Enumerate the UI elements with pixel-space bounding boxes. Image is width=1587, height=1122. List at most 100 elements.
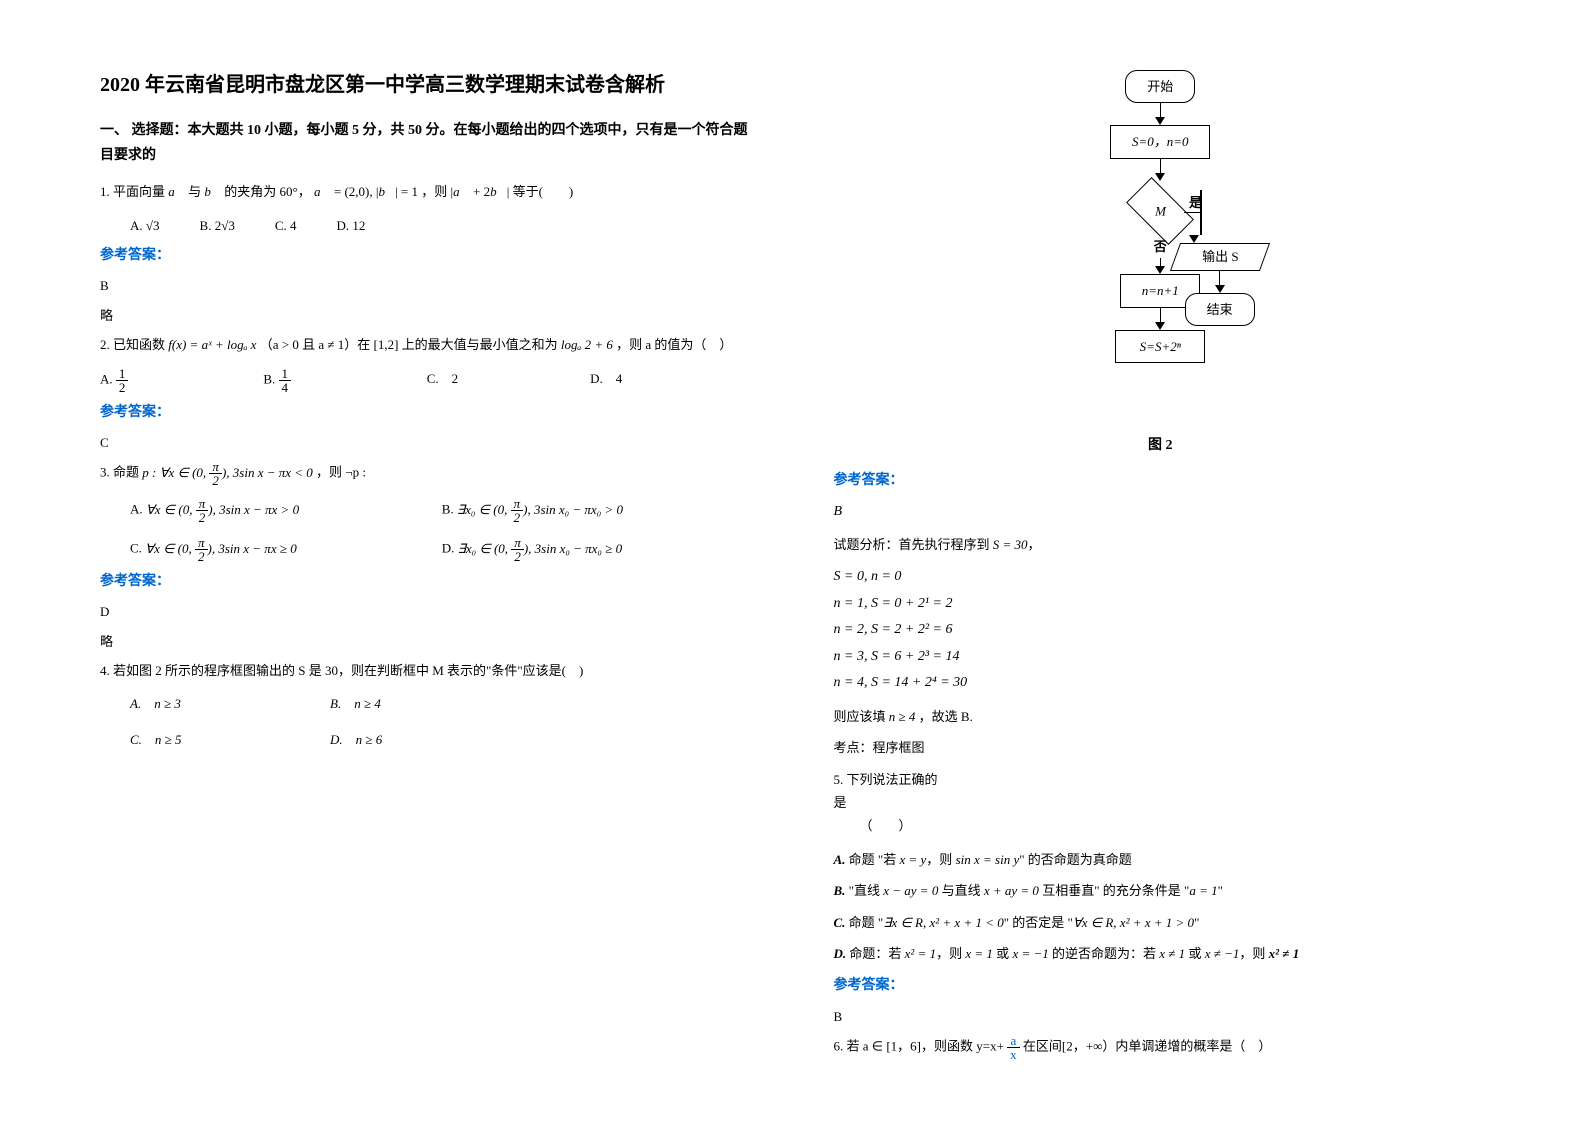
q4-answer: B [834,499,1488,524]
q1-given: a⃗ = (2,0), |b⃗| = 1 [314,184,418,199]
q2-optA-den: 2 [116,381,129,394]
q4-optC: C. n ≥ 5 [130,728,330,751]
q2-optC: C. 2 [427,367,590,394]
q5-optB: B. "直线 x − ay = 0 与直线 x + ay = 0 互相垂直" 的… [834,879,1488,902]
q6-text-post: 在区间[2，+∞）内单调递增的概率是（ ） [1023,1038,1271,1053]
flow-cond-text: M [1155,199,1166,222]
flowchart-caption: 图 2 [1040,433,1280,458]
q3-answer-note: 略 [100,630,754,653]
q1: 1. 平面向量 a⃗ 与 b⃗ 的夹角为 60°， a⃗ = (2,0), |b… [100,180,754,203]
q1-optA: A. √3 [130,214,160,237]
flow-step1-text: n=n+1 [1142,283,1179,298]
q4-target: S = 30 [993,537,1028,552]
q1-vec-a: a⃗ [168,184,185,199]
q3-prop: p : ∀x ∈ (0, π2), 3sin x − πx < 0 [142,465,313,480]
q1-optB: B. 2√3 [200,214,235,237]
q4-line1: n = 1, S = 0 + 2¹ = 2 [834,591,1488,618]
q3-text-pre: 3. 命题 [100,465,142,480]
q3-optC: C. ∀x ∈ (0, π2), 3sin x − πx ≥ 0 [130,536,442,563]
q2-text-mid2: 上的最大值与最小值之和为 [402,337,558,352]
q6-text-pre: 6. 若 a ∈ [1，6]，则函数 y=x+ [834,1038,1004,1053]
flow-end: 结束 [1185,293,1255,326]
q4-line0: S = 0, n = 0 [834,564,1488,591]
q5: 5. 下列说法正确的是 （ ） [834,768,1488,838]
flow-start: 开始 [1125,70,1195,103]
q2-optB-num: 1 [279,367,292,381]
q3-optD: D. ∃x₀ ∈ (0, π2), 3sin x₀ − πx₀ ≥ 0 [442,536,754,563]
q4-optA: A. n ≥ 3 [130,692,330,715]
q1-text-mid: 的夹角为 60°， [224,184,310,199]
q4-analysis-pre: 试题分析：首先执行程序到 [834,537,993,552]
q1-text-end: 等于( ) [513,184,574,199]
q1-text-post: ，则 [421,184,447,199]
q3-optB-lbl: B. [442,502,454,517]
q1-text-pre: 1. 平面向量 [100,184,168,199]
q5-answer: B [834,1005,1488,1028]
q5-optC: C. 命题 "∃x ∈ R, x² + x + 1 < 0" 的否定是 "∀x … [834,911,1488,934]
q4-optD: D. n ≥ 6 [330,728,530,751]
q2-optB-den: 4 [279,381,292,394]
flow-step2: S=S+2ⁿ [1115,330,1205,363]
q1-options: A. √3 B. 2√3 C. 4 D. 12 [130,214,754,237]
q6: 6. 若 a ∈ [1，6]，则函数 y=x+ ax 在区间[2，+∞）内单调递… [834,1034,1488,1061]
q4-line2: n = 2, S = 2 + 2² = 6 [834,617,1488,644]
flow-init-text: S=0，n=0 [1132,134,1189,149]
left-column: 2020 年云南省昆明市盘龙区第一中学高三数学理期末试卷含解析 一、 选择题：本… [100,70,774,1102]
q4-answer-label: 参考答案： [834,468,1488,493]
q5-optD: D. 命题：若 x² = 1，则 x = 1 或 x = −1 的逆否命题为：若… [834,942,1488,965]
q2-options: A. 12 B. 14 C. 2 D. 4 [100,367,754,394]
q3: 3. 命题 p : ∀x ∈ (0, π2), 3sin x − πx < 0 … [100,460,754,487]
q4-line4: n = 4, S = 14 + 2⁴ = 30 [834,670,1488,697]
q4-analysis: 试题分析：首先执行程序到 S = 30， [834,533,1488,556]
flow-output: 输出 S [1170,243,1270,271]
q2-answer-label: 参考答案： [100,400,754,425]
q2-optA-lbl: A. [100,371,113,386]
section-header: 一、 选择题：本大题共 10 小题，每小题 5 分，共 50 分。在每小题给出的… [100,118,754,168]
q2-optA-num: 1 [116,367,129,381]
q2: 2. 已知函数 f(x) = aˣ + logₐ x （a > 0 且 a ≠ … [100,333,754,356]
q3-text-mid: ，则 ¬p : [316,465,366,480]
q1-optD: D. 12 [337,214,366,237]
exam-title: 2020 年云南省昆明市盘龙区第一中学高三数学理期末试卷含解析 [100,70,754,100]
q2-optD: D. 4 [590,367,753,394]
q1-answer-note: 略 [100,304,754,327]
q3-optD-lbl: D. [442,541,455,556]
right-column: 开始 S=0，n=0 M 是 输出 S 结束 [814,70,1488,1102]
flow-step2-text: S=S+2ⁿ [1140,339,1181,354]
q4-concl-pre: 则应该填 [834,709,889,724]
q4-conclusion: 则应该填 n ≥ 4 ，故选 B. [834,705,1488,728]
flow-init: S=0，n=0 [1110,125,1210,158]
q2-fn: f(x) = aˣ + logₐ x [168,337,256,352]
q4-topic: 考点：程序框图 [834,736,1488,759]
flowchart: 开始 S=0，n=0 M 是 输出 S 结束 [1040,70,1280,458]
q2-text-pre: 2. 已知函数 [100,337,168,352]
q2-text-end: ，则 a 的值为（ ） [616,337,732,352]
q6-frac-den: x [1007,1048,1020,1061]
q4-options: A. n ≥ 3 B. n ≥ 4 C. n ≥ 5 D. n ≥ 6 [130,692,754,751]
q1-answer-label: 参考答案： [100,243,754,268]
q4-concl-post: ，故选 B. [919,709,973,724]
flow-output-text: 输出 S [1201,245,1237,268]
q2-optA: A. 12 [100,367,263,394]
q6-frac-num: a [1007,1034,1020,1048]
q3-answer: D [100,600,754,623]
q3-optA: A. ∀x ∈ (0, π2), 3sin x − πx > 0 [130,497,442,524]
q1-expr: |a⃗ + 2b⃗| [451,184,510,199]
q2-optB: B. 14 [263,367,426,394]
q1-answer: B [100,274,754,297]
q3-optA-lbl: A. [130,502,143,517]
q1-optC: C. 4 [275,214,297,237]
q2-optB-lbl: B. [263,371,275,386]
q3-options: A. ∀x ∈ (0, π2), 3sin x − πx > 0 B. ∃x₀ … [130,497,754,563]
q3-optB: B. ∃x₀ ∈ (0, π2), 3sin x₀ − πx₀ > 0 [442,497,754,524]
q2-text-mid1: （a > 0 且 a ≠ 1）在 [260,337,371,352]
q2-sum: logₐ 2 + 6 [561,337,613,352]
q4-line3: n = 3, S = 6 + 2³ = 14 [834,644,1488,671]
q4-calc: S = 0, n = 0 n = 1, S = 0 + 2¹ = 2 n = 2… [834,564,1488,697]
q3-optC-lbl: C. [130,541,142,556]
q4-concl: n ≥ 4 [889,709,916,724]
q4-optB: B. n ≥ 4 [330,692,530,715]
q2-domain: [1,2] [373,337,398,352]
q5-optA: A. 命题 "若 x = y，则 sin x = sin y" 的否命题为真命题 [834,848,1488,871]
q2-answer: C [100,431,754,454]
